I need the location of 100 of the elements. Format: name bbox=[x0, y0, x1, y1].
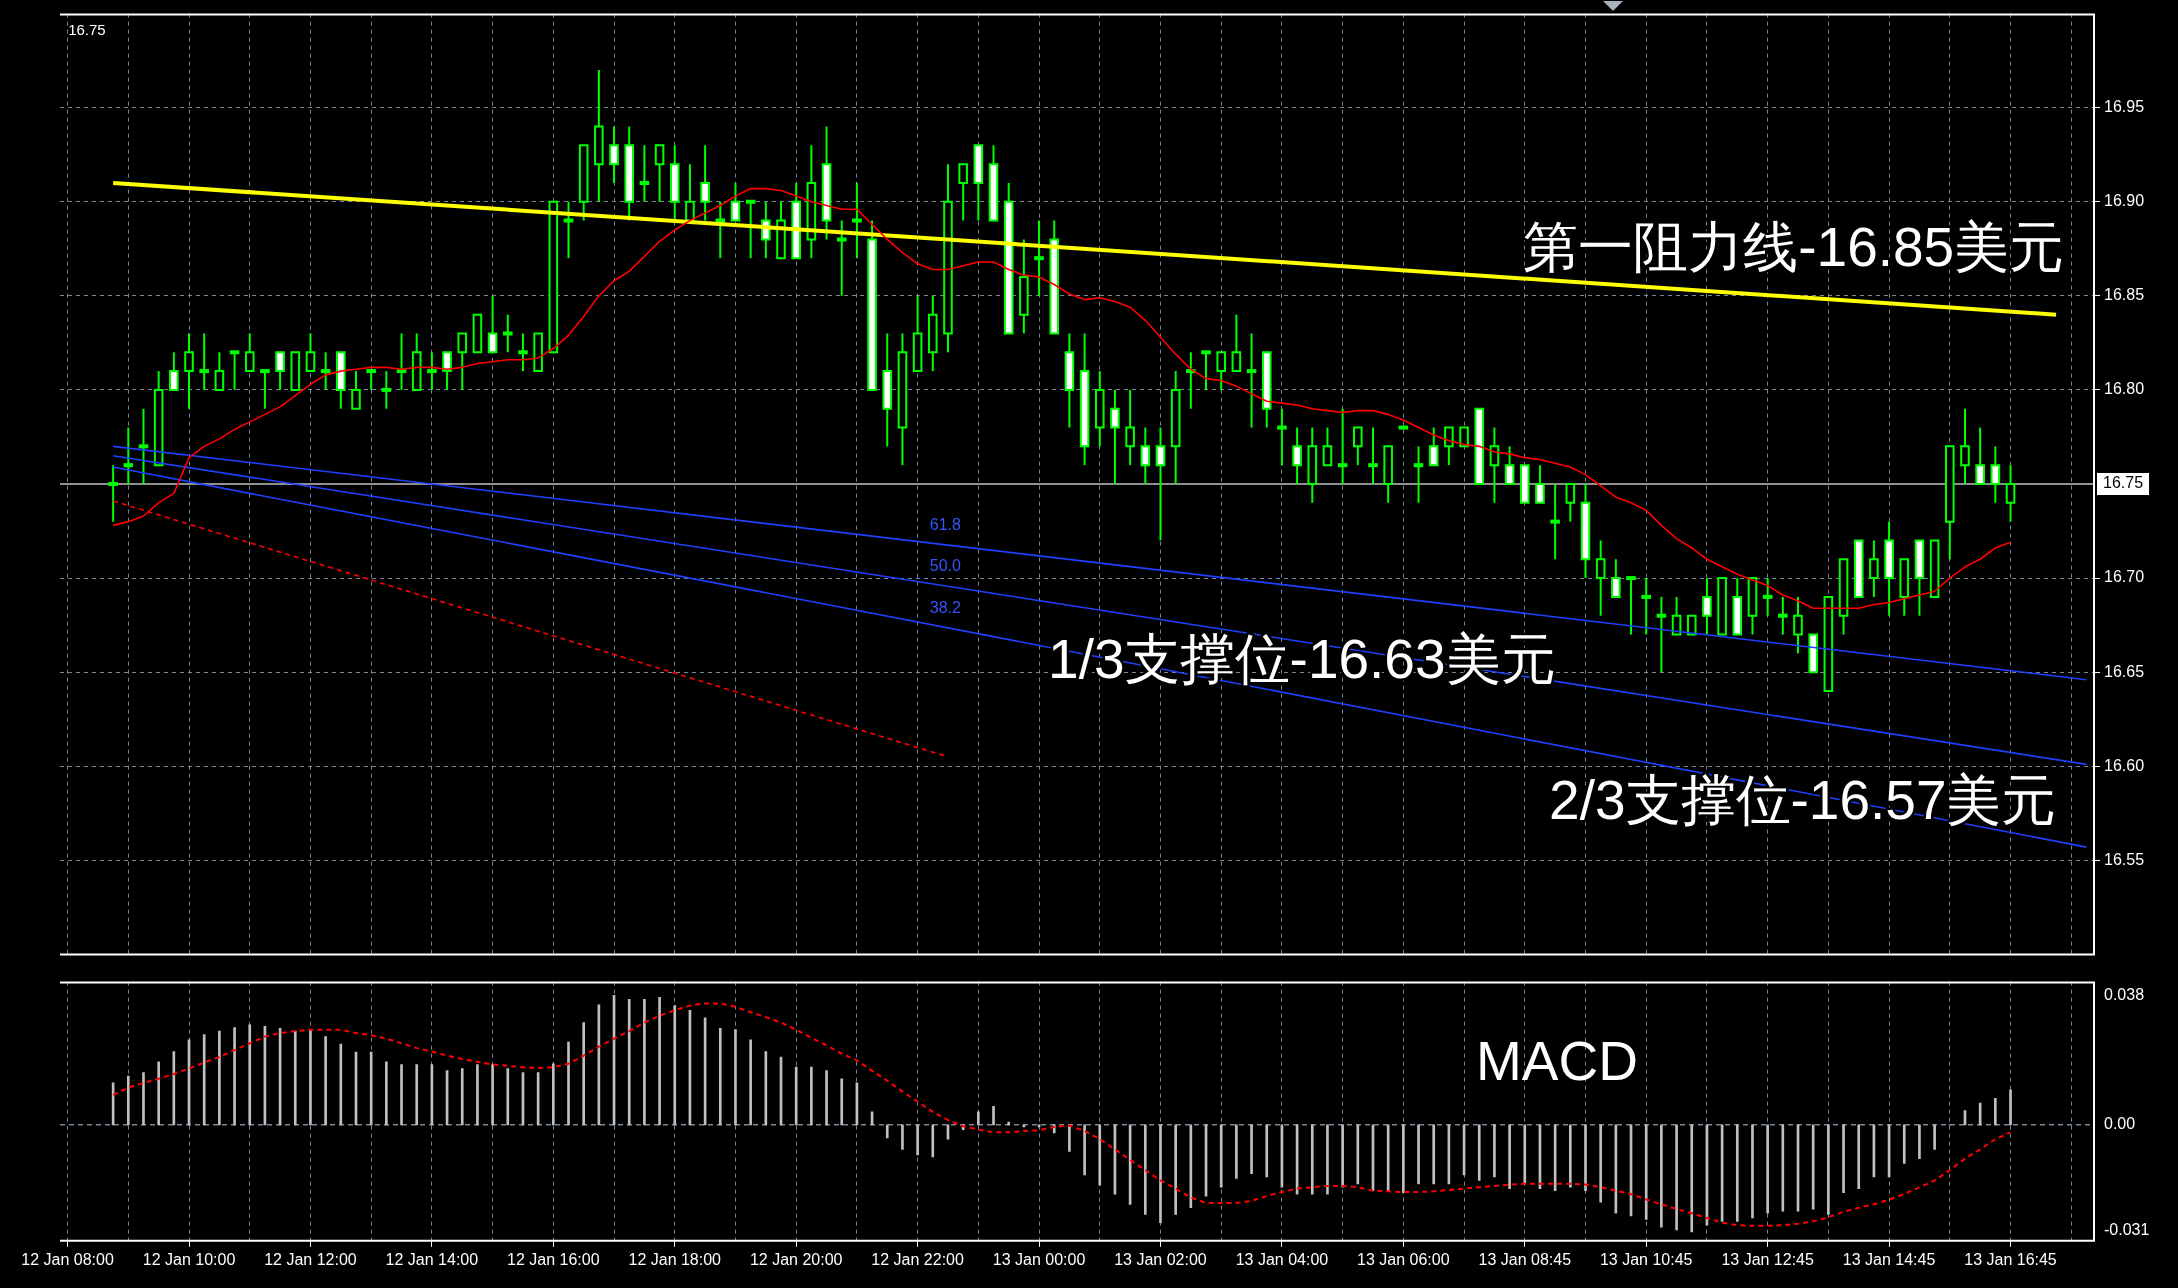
x-tick-label: 12 Jan 14:00 bbox=[385, 1250, 479, 1268]
y-tick-label: 0.00 bbox=[2104, 1115, 2136, 1133]
bar bbox=[142, 1072, 145, 1126]
bar bbox=[1068, 1124, 1071, 1152]
y-tick-label: 16.85 bbox=[2104, 286, 2145, 304]
bar bbox=[1781, 1124, 1785, 1212]
line-series bbox=[112, 1002, 2012, 1227]
bar bbox=[126, 1075, 130, 1126]
bar bbox=[1493, 1124, 1496, 1178]
annotation: 50.0 bbox=[929, 557, 961, 575]
bar bbox=[977, 1111, 980, 1126]
bar bbox=[794, 1066, 798, 1126]
bar bbox=[1341, 1124, 1344, 1188]
bar bbox=[718, 1027, 722, 1126]
x-tick-label: 12 Jan 20:00 bbox=[749, 1250, 843, 1268]
y-tick-label: 0.038 bbox=[2104, 985, 2145, 1003]
bar bbox=[643, 999, 646, 1126]
bar bbox=[1675, 1124, 1678, 1231]
bar bbox=[916, 1124, 919, 1156]
x-tick-label: 13 Jan 06:00 bbox=[1357, 1250, 1450, 1268]
bar bbox=[1827, 1124, 1830, 1215]
bar bbox=[1417, 1124, 1420, 1185]
bar bbox=[901, 1124, 904, 1150]
bar bbox=[309, 1029, 312, 1126]
bar bbox=[1159, 1124, 1162, 1224]
x-tick-label: 13 Jan 08:45 bbox=[1478, 1250, 1572, 1268]
bar bbox=[202, 1034, 206, 1126]
bar bbox=[248, 1024, 252, 1126]
bar bbox=[551, 1063, 555, 1126]
bar bbox=[749, 1039, 752, 1126]
bar bbox=[1918, 1124, 1921, 1159]
annotation: 38.2 bbox=[929, 598, 961, 616]
bar bbox=[1477, 1124, 1481, 1181]
bar bbox=[1250, 1124, 1253, 1174]
bar bbox=[218, 1030, 221, 1126]
bar bbox=[1644, 1124, 1648, 1220]
bar bbox=[1402, 1124, 1405, 1194]
bar bbox=[369, 1051, 373, 1126]
x-tick-label: 12 Jan 22:00 bbox=[871, 1250, 964, 1268]
bar bbox=[627, 999, 631, 1126]
bar bbox=[1690, 1124, 1694, 1233]
bar bbox=[1751, 1124, 1754, 1219]
bar bbox=[1174, 1124, 1177, 1215]
y-tick-label: 16.70 bbox=[2104, 568, 2145, 586]
bar bbox=[476, 1064, 479, 1126]
bar bbox=[1508, 1124, 1511, 1189]
y-tick-label: 16.95 bbox=[2104, 98, 2145, 116]
bar bbox=[931, 1124, 935, 1158]
bar bbox=[400, 1064, 403, 1126]
bar bbox=[460, 1068, 464, 1126]
bar bbox=[491, 1064, 494, 1126]
bar bbox=[810, 1066, 813, 1126]
y-tick-label: 16.55 bbox=[2104, 850, 2145, 868]
bar bbox=[1265, 1124, 1269, 1178]
bar bbox=[1584, 1124, 1587, 1191]
bar bbox=[992, 1106, 995, 1126]
bar bbox=[1811, 1124, 1815, 1210]
ref-line-label: 16.75 bbox=[2103, 474, 2144, 492]
bar bbox=[582, 1022, 586, 1126]
x-tick-label: 13 Jan 04:00 bbox=[1235, 1250, 1329, 1268]
x-tick-label: 12 Jan 08:00 bbox=[21, 1250, 114, 1268]
x-tick-label: 13 Jan 12:45 bbox=[1721, 1250, 1815, 1268]
bar bbox=[840, 1078, 844, 1126]
x-tick-label: 13 Jan 02:00 bbox=[1114, 1250, 1207, 1268]
bar bbox=[567, 1041, 570, 1126]
bar bbox=[1083, 1124, 1086, 1176]
bar bbox=[734, 1029, 737, 1126]
bar bbox=[233, 1027, 236, 1126]
y-tick-label: 16.90 bbox=[2104, 192, 2145, 210]
bar bbox=[293, 1030, 297, 1126]
bar bbox=[157, 1061, 160, 1126]
x-tick-label: 13 Jan 00:00 bbox=[992, 1250, 1086, 1268]
bar bbox=[1386, 1124, 1390, 1191]
bar bbox=[385, 1061, 388, 1126]
bar bbox=[1568, 1124, 1572, 1188]
bar bbox=[1356, 1124, 1360, 1185]
bar bbox=[1523, 1124, 1527, 1185]
bar bbox=[2009, 1089, 2012, 1126]
annotation: MACD bbox=[1476, 1029, 1638, 1092]
y-tick-label: 16.60 bbox=[2104, 756, 2145, 774]
x-tick-label: 12 Jan 16:00 bbox=[507, 1250, 600, 1268]
x-tick-label: 12 Jan 12:00 bbox=[264, 1250, 357, 1268]
bar bbox=[1219, 1124, 1223, 1188]
bar bbox=[1007, 1121, 1011, 1126]
bar bbox=[1766, 1124, 1769, 1214]
bar bbox=[1842, 1124, 1845, 1194]
bar bbox=[673, 1005, 677, 1126]
bar bbox=[1933, 1124, 1936, 1150]
bar bbox=[324, 1036, 327, 1126]
y-tick-label: -0.031 bbox=[2104, 1220, 2150, 1238]
x-tick-label: 12 Jan 18:00 bbox=[628, 1250, 722, 1268]
bar bbox=[1994, 1097, 1997, 1126]
bar bbox=[339, 1043, 343, 1126]
bar bbox=[1143, 1124, 1147, 1215]
x-tick-label: 13 Jan 16:45 bbox=[1964, 1250, 2057, 1268]
bar bbox=[1098, 1124, 1102, 1186]
bar bbox=[506, 1068, 510, 1126]
bar bbox=[1432, 1124, 1436, 1185]
bar bbox=[764, 1051, 768, 1126]
bar bbox=[1310, 1124, 1314, 1195]
